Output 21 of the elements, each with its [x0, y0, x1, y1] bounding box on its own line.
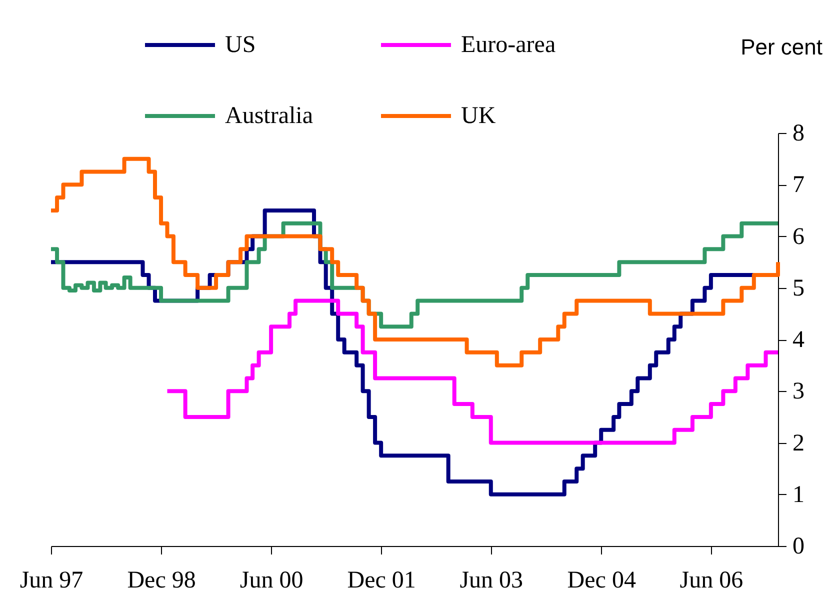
x-tick-label: Dec 04	[567, 568, 636, 594]
legend-label: UK	[461, 103, 496, 129]
y-tick-label: 1	[792, 482, 804, 508]
x-tick-label: Dec 98	[127, 568, 196, 594]
x-tick-label: Jun 00	[240, 568, 304, 594]
y-tick-label: 2	[792, 430, 804, 456]
y-tick-label: 4	[792, 327, 804, 353]
x-tick-label: Jun 97	[20, 568, 84, 594]
y-tick-label: 8	[792, 120, 804, 146]
y-tick-label: 0	[792, 534, 804, 560]
x-tick-label: Jun 03	[460, 568, 524, 594]
legend-label: Euro-area	[461, 32, 556, 58]
y-axis-title: Per cent	[740, 34, 822, 60]
y-tick-label: 5	[792, 275, 804, 302]
x-tick-label: Jun 06	[680, 568, 744, 594]
x-tick-label: Dec 01	[347, 568, 416, 594]
legend-label: US	[225, 32, 256, 58]
y-tick-label: 6	[792, 224, 804, 250]
y-tick-label: 7	[792, 172, 804, 198]
legend-label: Australia	[225, 103, 314, 129]
y-tick-label: 3	[792, 378, 804, 405]
